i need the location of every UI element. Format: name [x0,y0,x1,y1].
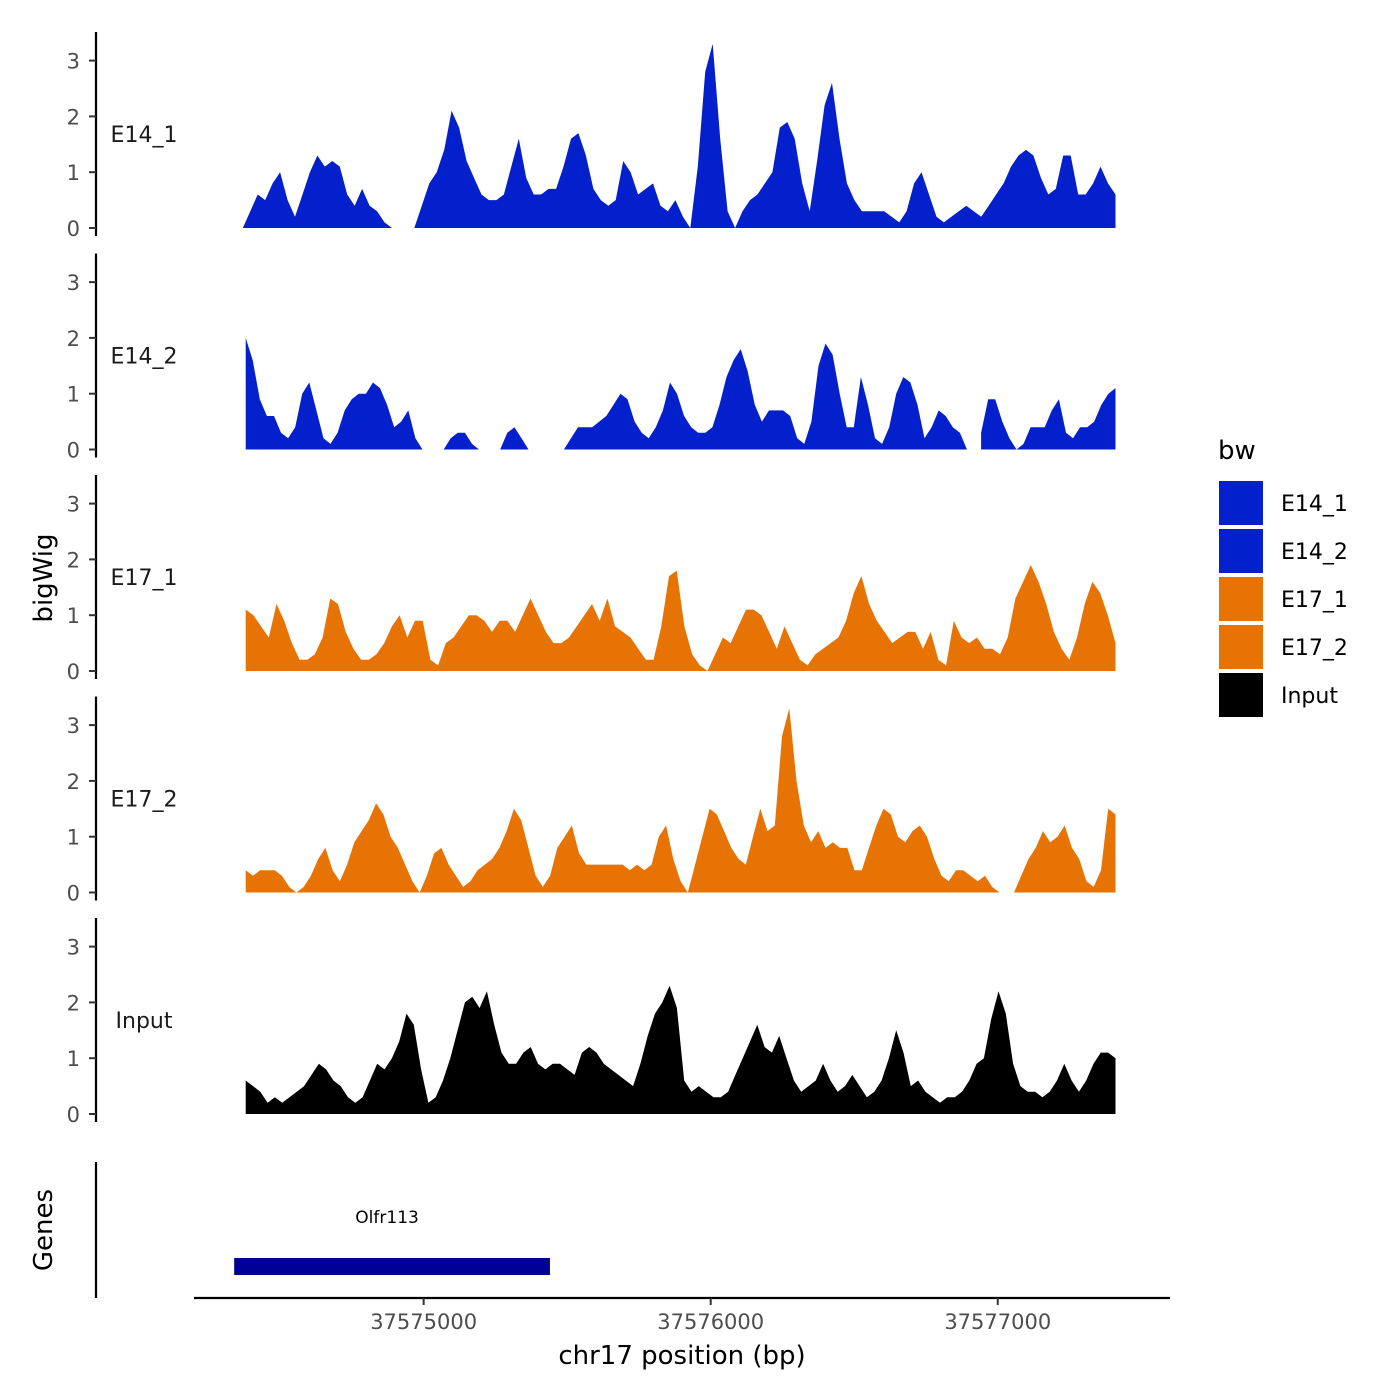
legend: bw E14_1 E14_2 E17_1 E17_2 Input [1218,436,1348,717]
legend-label: Input [1281,684,1338,709]
y-tick-label: 3 [67,50,80,74]
y-tick-label: 1 [67,604,80,628]
signal-area-e17-2 [1014,808,1116,893]
track-input: 0 1 2 3 Input [67,918,1116,1127]
x-ticks: 37575000 37576000 37577000 [370,1298,1051,1334]
legend-title: bw [1218,436,1256,466]
signal-area-e14-1 [414,43,1116,229]
x-tick-label: 37577000 [944,1310,1051,1334]
legend-label: E17_1 [1281,588,1348,613]
y-tick-label: 3 [67,936,80,960]
x-tick-label: 37575000 [370,1310,477,1334]
y-tick-label: 0 [67,1103,80,1127]
y-tick-label: 0 [67,439,80,463]
y-tick-label: 2 [67,548,80,572]
signal-area-e17-1 [245,565,1116,671]
x-axis: 37575000 37576000 37577000 chr17 position … [194,1296,1170,1371]
y-tick-label: 2 [67,105,80,129]
signal-area-e14-2 [245,337,423,450]
y-tick-label: 0 [67,882,80,906]
y-tick-label: 1 [67,826,80,850]
y-tick-label: 1 [67,383,80,407]
signal-area-e14-1 [242,155,392,228]
track-label: E17_1 [111,566,178,591]
signal-area-e14-2 [563,343,967,450]
legend-items: E14_1 E14_2 E17_1 E17_2 Input [1219,481,1348,717]
track-label: E14_1 [111,123,178,148]
genes-label: Genes [29,1189,59,1271]
y-tick-label: 1 [67,161,80,185]
signal-area-e17-2 [245,708,1000,893]
y-tick-label: 3 [67,493,80,517]
gene-body-olfr113 [234,1258,550,1275]
x-axis-title: chr17 position (bp) [558,1341,805,1371]
gene-label: Olfr113 [355,1208,419,1228]
legend-swatch [1219,481,1263,525]
track-e17-2: 0 1 2 3 E17_2 [67,696,1116,906]
x-tick-label: 37576000 [657,1310,764,1334]
legend-swatch [1219,577,1263,621]
legend-label: E14_1 [1281,492,1348,517]
track-e14-1: 0 1 2 3 E14_1 [67,32,1116,241]
y-tick-label: 2 [67,327,80,351]
track-e14-2: 0 1 2 3 E14_2 [67,253,1116,463]
signal-area-e14-2 [443,432,479,450]
legend-label: E17_2 [1281,636,1348,661]
signal-tracks: 0 1 2 3 E14_1 0 1 2 3 E14_2 0 1 2 3 E17_1 0 1 2 3 E17_2 0 1 2 3… [67,32,1116,1127]
track-label: Input [116,1009,173,1034]
track-label: E17_2 [111,788,178,813]
y-tick-label: 2 [67,991,80,1015]
legend-label: E14_2 [1281,540,1348,565]
gene-shapes: Olfr113 [234,1208,550,1275]
legend-swatch [1219,673,1263,717]
track-label: E14_2 [111,345,178,370]
y-tick-label: 0 [67,217,80,241]
track-e17-1: 0 1 2 3 E17_1 [67,475,1116,684]
signal-area-e14-2 [500,427,529,450]
y-axis-title: bigWig [29,533,59,622]
y-tick-label: 2 [67,770,80,794]
signal-area-input [245,985,1116,1114]
genes-panel: Olfr113 Genes [29,1162,550,1298]
signal-area-e14-2 [981,388,1116,450]
y-tick-label: 0 [67,660,80,684]
y-tick-label: 3 [67,271,80,295]
y-tick-label: 3 [67,714,80,738]
legend-swatch [1219,529,1263,573]
y-tick-label: 1 [67,1047,80,1071]
legend-swatch [1219,625,1263,669]
